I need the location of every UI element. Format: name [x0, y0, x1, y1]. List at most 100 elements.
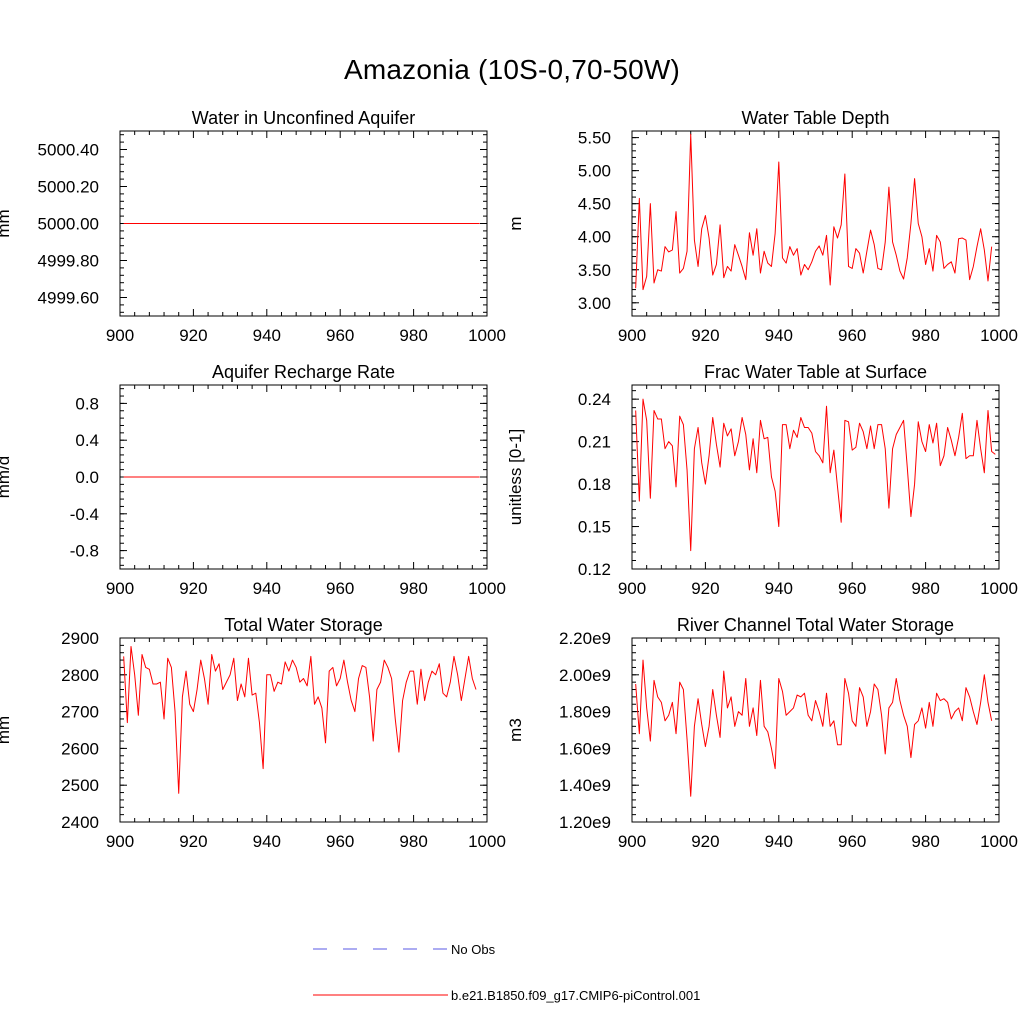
x-tick-label: 960	[326, 326, 354, 345]
series-line	[635, 398, 996, 552]
y-axis-label: m3	[506, 718, 525, 742]
series-line	[635, 133, 993, 291]
x-tick-label: 900	[106, 579, 134, 598]
y-tick-label: 0.8	[75, 394, 99, 413]
x-tick-label: 920	[691, 832, 719, 851]
plot-frame	[119, 637, 488, 823]
y-tick-label: 2500	[61, 776, 99, 795]
x-tick-label: 1000	[468, 579, 506, 598]
y-tick-label: 5.50	[578, 129, 611, 148]
y-tick-label: 0.12	[578, 560, 611, 579]
panel-title: Aquifer Recharge Rate	[212, 362, 395, 382]
legend-label: No Obs	[451, 942, 496, 957]
plot-frame	[631, 637, 1000, 823]
x-tick-label: 980	[399, 832, 427, 851]
x-tick-label: 900	[618, 579, 646, 598]
y-tick-label: 2700	[61, 703, 99, 722]
chart-panel-4: Frac Water Table at Surface 900 920 940 960 9…	[506, 362, 1018, 598]
y-tick-label: 5000.20	[38, 178, 99, 197]
y-tick-label: 1.20e9	[559, 813, 611, 832]
y-tick-label: 2600	[61, 739, 99, 758]
legend-item-model: b.e21.B1850.f09_g17.CMIP6-piControl.001	[313, 988, 700, 1003]
y-tick-label: 0.15	[578, 518, 611, 537]
x-tick-label: 940	[765, 326, 793, 345]
page-title: Amazonia (10S-0,70-50W)	[343, 54, 681, 85]
x-tick-label: 920	[691, 326, 719, 345]
series-line	[123, 645, 477, 794]
y-tick-label: 2900	[61, 629, 99, 648]
y-tick-label: 0.24	[578, 390, 611, 409]
x-tick-label: 900	[106, 326, 134, 345]
y-axis-label: mm	[0, 209, 13, 237]
x-tick-label: 940	[253, 579, 281, 598]
x-tick-label: 940	[765, 579, 793, 598]
panel-title: Water Table Depth	[741, 108, 889, 128]
panel-title: Total Water Storage	[224, 615, 382, 635]
y-tick-label: 4999.60	[38, 289, 99, 308]
plot-frame	[631, 384, 1000, 570]
chart-panels: Water in Unconfined Aquifer 900 920 940 960 9…	[0, 108, 1018, 851]
legend-label: b.e21.B1850.f09_g17.CMIP6-piControl.001	[451, 988, 700, 1003]
x-tick-label: 920	[179, 579, 207, 598]
x-tick-label: 960	[326, 579, 354, 598]
x-tick-label: 960	[326, 832, 354, 851]
y-tick-label: 5000.00	[38, 215, 99, 234]
y-tick-label: 4999.80	[38, 252, 99, 271]
y-tick-label: 3.50	[578, 261, 611, 280]
x-tick-label: 960	[838, 832, 866, 851]
x-tick-label: 920	[179, 326, 207, 345]
x-tick-label: 1000	[468, 832, 506, 851]
plot-frame	[631, 130, 1000, 317]
x-tick-label: 920	[691, 579, 719, 598]
y-tick-label: 0.18	[578, 475, 611, 494]
x-tick-label: 960	[838, 579, 866, 598]
x-tick-label: 940	[253, 832, 281, 851]
x-tick-label: 980	[399, 326, 427, 345]
y-axis-label: mm	[0, 716, 13, 744]
y-tick-label: 1.40e9	[559, 776, 611, 795]
x-tick-label: 1000	[980, 326, 1018, 345]
y-axis-label: mm/d	[0, 456, 13, 499]
y-tick-label: 3.00	[578, 294, 611, 313]
y-tick-label: 2400	[61, 813, 99, 832]
x-tick-label: 900	[618, 832, 646, 851]
x-tick-label: 1000	[468, 326, 506, 345]
panel-title: Frac Water Table at Surface	[704, 362, 927, 382]
x-tick-label: 940	[253, 326, 281, 345]
y-tick-label: 0.0	[75, 468, 99, 487]
x-tick-label: 940	[765, 832, 793, 851]
chart-panel-5: Total Water Storage 900 920 940 960 980 1000 24…	[0, 615, 506, 851]
y-tick-label: 2800	[61, 666, 99, 685]
y-tick-label: 0.4	[75, 431, 99, 450]
x-tick-label: 980	[911, 326, 939, 345]
y-tick-label: 2.20e9	[559, 629, 611, 648]
chart-panel-2: Water Table Depth 900 920 940 960 980 1000 3.00…	[506, 108, 1018, 345]
y-axis-label: unitless [0-1]	[506, 429, 525, 525]
x-tick-label: 980	[911, 832, 939, 851]
y-tick-label: 4.00	[578, 228, 611, 247]
x-tick-label: 1000	[980, 832, 1018, 851]
x-tick-label: 980	[911, 579, 939, 598]
chart-panel-3: Aquifer Recharge Rate 900 920 940 960 980 1000…	[0, 362, 506, 598]
y-tick-label: -0.8	[70, 542, 99, 561]
legend: No Obs b.e21.B1850.f09_g17.CMIP6-piContro…	[313, 942, 700, 1003]
panel-title: River Channel Total Water Storage	[677, 615, 954, 635]
x-tick-label: 1000	[980, 579, 1018, 598]
legend-item-no-obs: No Obs	[313, 942, 496, 957]
y-tick-label: 1.60e9	[559, 739, 611, 758]
y-tick-label: 4.50	[578, 195, 611, 214]
y-tick-label: 1.80e9	[559, 703, 611, 722]
y-tick-label: 0.21	[578, 433, 611, 452]
x-tick-label: 900	[106, 832, 134, 851]
x-tick-label: 920	[179, 832, 207, 851]
y-tick-label: 5000.40	[38, 141, 99, 160]
y-tick-label: 5.00	[578, 162, 611, 181]
x-tick-label: 960	[838, 326, 866, 345]
y-tick-label: -0.4	[70, 505, 99, 524]
series-line	[635, 659, 993, 797]
y-tick-label: 2.00e9	[559, 666, 611, 685]
y-axis-label: m	[506, 216, 525, 230]
chart-panel-1: Water in Unconfined Aquifer 900 920 940 960 9…	[0, 108, 506, 345]
panel-title: Water in Unconfined Aquifer	[192, 108, 415, 128]
